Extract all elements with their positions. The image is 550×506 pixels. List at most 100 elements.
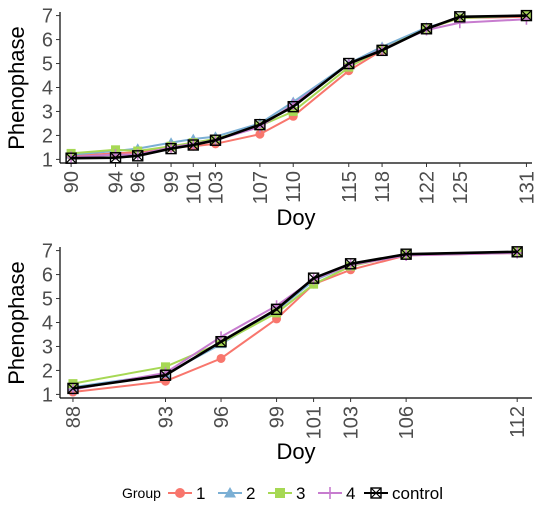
data-point-1	[216, 353, 226, 363]
y-tick-label: 7	[42, 241, 53, 263]
y-tick-label: 5	[42, 289, 53, 311]
data-point-control	[420, 23, 433, 35]
series-control	[67, 246, 523, 395]
data-point-control	[165, 142, 177, 155]
y-tick-label: 7	[42, 6, 53, 28]
legend: Group 1 2 3 4 control	[122, 484, 443, 503]
legend-key-marker	[275, 488, 285, 498]
x-tick-label: 106	[396, 406, 418, 439]
x-axis-title: Doy	[276, 439, 315, 464]
data-point-control	[159, 369, 172, 381]
x-axis-title: Doy	[276, 205, 315, 230]
y-tick-label: 2	[42, 360, 53, 382]
series-control	[65, 9, 533, 164]
y-axis-title: Phenophase	[4, 26, 29, 150]
y-tick-label: 6	[42, 30, 53, 52]
x-tick-label: 93	[156, 406, 178, 428]
series-3	[68, 247, 522, 389]
x-tick-label: 99	[161, 171, 183, 193]
y-tick-label: 4	[42, 313, 53, 335]
data-point-control	[454, 11, 466, 23]
series-line-2	[71, 14, 527, 156]
data-point-3	[161, 362, 171, 372]
legend-label: 4	[346, 484, 355, 503]
data-point-control	[400, 248, 412, 260]
legend-label: 2	[246, 484, 255, 503]
legend-item-3: 3	[268, 484, 305, 503]
legend-title: Group	[122, 485, 161, 501]
x-tick-label: 99	[267, 406, 289, 428]
y-tick-label: 3	[42, 101, 53, 123]
x-tick-label: 96	[128, 171, 150, 193]
legend-label: control	[392, 484, 443, 503]
data-point-1	[255, 129, 265, 139]
data-point-control	[270, 303, 283, 316]
x-tick-label: 107	[250, 171, 272, 204]
data-point-control	[187, 139, 199, 151]
data-point-control	[209, 134, 222, 146]
data-point-control	[67, 382, 79, 395]
y-tick-label: 6	[42, 265, 53, 287]
series-line-3	[72, 250, 518, 385]
data-point-control	[520, 9, 533, 22]
x-tick-label: 110	[283, 171, 305, 203]
y-tick-label: 5	[42, 54, 53, 76]
data-point-control	[376, 44, 388, 57]
x-tick-label: 101	[183, 171, 205, 204]
legend-item-2: 2	[218, 484, 255, 503]
y-tick-label: 4	[42, 78, 53, 100]
data-point-control	[287, 100, 299, 113]
x-tick-label: 125	[450, 171, 472, 204]
data-point-3	[272, 308, 282, 318]
x-tick-label: 112	[507, 406, 529, 438]
legend-key-marker	[224, 487, 236, 498]
legend-item-1: 1	[168, 484, 205, 503]
series-2	[65, 10, 532, 159]
data-point-control	[215, 335, 227, 348]
series-2	[67, 246, 523, 392]
y-axis-title: Phenophase	[4, 261, 29, 385]
series-line-control	[72, 250, 518, 390]
data-point-1	[161, 376, 171, 386]
x-tick-label: 90	[61, 171, 83, 193]
series-line-4	[72, 252, 518, 391]
legend-key-marker	[370, 487, 382, 499]
y-tick-label: 1	[42, 384, 53, 406]
series-1	[68, 248, 522, 397]
data-point-control	[344, 258, 357, 270]
x-tick-label: 115	[339, 171, 361, 203]
legend-key-marker	[324, 487, 336, 499]
data-point-control	[132, 150, 144, 162]
data-point-control	[307, 272, 320, 284]
x-tick-label: 118	[372, 171, 394, 203]
x-tick-label: 122	[416, 171, 438, 204]
series-4	[65, 13, 532, 163]
legend-label: 1	[196, 484, 205, 503]
data-point-control	[254, 118, 266, 131]
legend-label: 3	[296, 484, 305, 503]
series-line-2	[72, 250, 518, 389]
data-point-control	[343, 57, 355, 70]
x-tick-label: 103	[341, 406, 363, 439]
x-tick-label: 103	[205, 171, 227, 204]
series-line-3	[71, 14, 527, 155]
x-tick-label: 94	[106, 171, 128, 193]
y-tick-label: 2	[42, 125, 53, 147]
data-point-4	[454, 17, 466, 29]
series-line-control	[71, 14, 527, 160]
series-1	[66, 12, 531, 161]
x-tick-label: 131	[516, 171, 538, 204]
data-point-control	[109, 152, 122, 164]
x-tick-label: 96	[211, 406, 233, 428]
legend-item-4: 4	[318, 484, 355, 503]
y-tick-label: 1	[42, 149, 53, 171]
legend-item-control: control	[364, 484, 443, 503]
x-tick-label: 88	[63, 406, 85, 428]
series-3	[66, 11, 531, 158]
series-line-4	[71, 18, 527, 158]
x-tick-label: 101	[304, 406, 326, 439]
data-point-control	[65, 152, 77, 164]
